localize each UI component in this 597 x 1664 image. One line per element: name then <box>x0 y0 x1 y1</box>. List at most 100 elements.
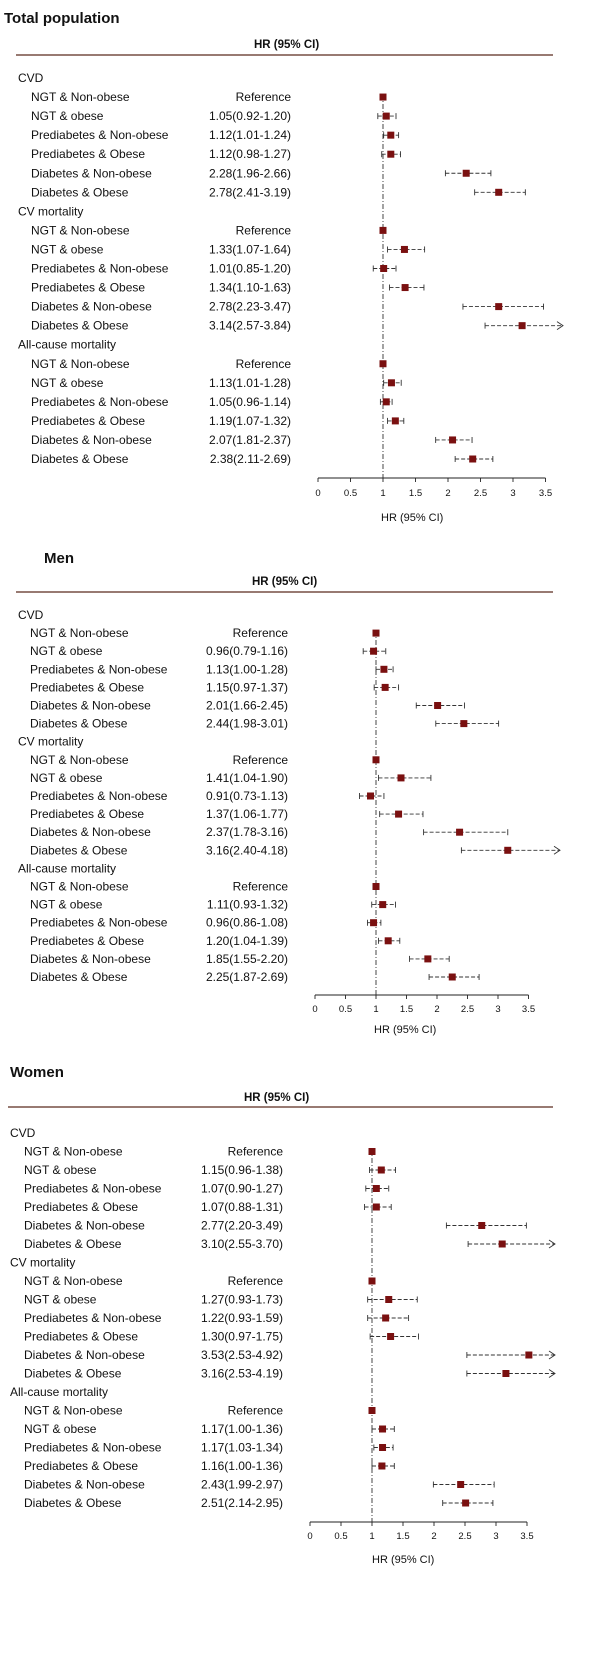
point-estimate-marker <box>380 265 388 272</box>
row-label: Prediabetes & Non-obese <box>31 395 169 409</box>
hr-value: 2.37(1.78-3.16) <box>206 825 288 839</box>
hr-value: Reference <box>228 1404 284 1418</box>
group-label: CV mortality <box>10 1256 75 1270</box>
row-label: NGT & obese <box>30 644 103 658</box>
point-estimate-marker <box>498 1240 506 1248</box>
point-estimate-marker <box>372 629 380 637</box>
point-estimate-marker <box>502 1370 510 1377</box>
panel-title: Total population <box>4 10 120 27</box>
hr-value: 1.15(0.97-1.37) <box>206 680 288 694</box>
point-estimate-marker <box>385 1296 393 1303</box>
point-estimate-marker <box>495 303 503 311</box>
panel-women: Women HR (95% CI) CVD NGT & Non-obese Refere… <box>8 1064 556 1566</box>
hr-value: 2.78(2.23-3.47) <box>209 300 291 314</box>
x-tick-label: 0.5 <box>344 488 357 499</box>
hr-value: Reference <box>236 90 292 104</box>
point-estimate-marker <box>462 169 470 177</box>
row-label: Diabetes & Non-obese <box>31 433 152 447</box>
row-label: Diabetes & Obese <box>31 319 129 333</box>
ci-arrow <box>548 1369 556 1378</box>
hr-value: 1.17(1.03-1.34) <box>201 1441 283 1455</box>
hr-value: 2.51(2.14-2.95) <box>201 1496 283 1510</box>
point-estimate-marker <box>379 1444 387 1451</box>
point-estimate-marker <box>381 683 389 691</box>
point-estimate-marker <box>387 150 395 158</box>
row-label: NGT & Non-obese <box>30 880 129 894</box>
row-label: NGT & Non-obese <box>24 1274 123 1288</box>
row-label: Prediabetes & Obese <box>31 147 145 161</box>
row-label: NGT & Non-obese <box>31 90 130 104</box>
group-label: CVD <box>18 608 44 622</box>
hr-value: Reference <box>228 1145 284 1159</box>
hr-value: 1.15(0.96-1.38) <box>201 1163 283 1177</box>
x-tick-label: 2.5 <box>461 1004 474 1015</box>
point-estimate-marker <box>400 245 408 253</box>
point-estimate-marker <box>457 1481 465 1488</box>
row-label: Prediabetes & Obese <box>30 807 144 821</box>
hr-value: Reference <box>233 880 289 894</box>
x-tick-label: 2 <box>434 1004 439 1015</box>
group-label: CV mortality <box>18 204 83 218</box>
row-label: NGT & Non-obese <box>30 626 129 640</box>
hr-value: Reference <box>233 753 289 767</box>
panel-men: Men HR (95% CI) CVD NGT & Non-obese Referenc… <box>16 550 561 1036</box>
row-label: Prediabetes & Non-obese <box>30 789 168 803</box>
point-estimate-marker <box>372 1203 380 1211</box>
hr-value: 1.41(1.04-1.90) <box>206 771 288 785</box>
row-label: Prediabetes & Obese <box>31 281 145 295</box>
row-label: Diabetes & Obese <box>30 970 128 984</box>
hr-value: Reference <box>228 1274 284 1288</box>
point-estimate-marker <box>372 1185 380 1192</box>
point-estimate-marker <box>401 284 409 292</box>
x-tick-label: 1.5 <box>396 1531 409 1542</box>
hr-value: 1.19(1.07-1.32) <box>209 414 291 428</box>
panel-title: Men <box>44 550 74 567</box>
hr-value: Reference <box>236 357 292 371</box>
hr-value: 2.01(1.66-2.45) <box>206 699 288 713</box>
x-tick-label: 0 <box>315 488 320 499</box>
ci-arrow <box>553 845 561 855</box>
x-tick-label: 2.5 <box>474 488 487 499</box>
hr-value: 1.17(1.00-1.36) <box>201 1422 283 1436</box>
row-label: Diabetes & Obese <box>24 1237 122 1251</box>
row-label: Diabetes & Non-obese <box>30 699 151 713</box>
point-estimate-marker <box>368 1407 376 1414</box>
point-estimate-marker <box>424 955 432 963</box>
point-estimate-marker <box>379 360 387 368</box>
x-tick-label: 1 <box>369 1531 374 1542</box>
group-label: CV mortality <box>18 735 83 749</box>
row-label: NGT & Non-obese <box>24 1145 123 1159</box>
row-label: Diabetes & Non-obese <box>30 825 151 839</box>
row-label: Diabetes & Obese <box>31 452 129 466</box>
hr-value: 1.13(1.01-1.28) <box>209 376 291 390</box>
row-label: Diabetes & Non-obese <box>24 1348 145 1362</box>
row-label: NGT & Non-obese <box>31 223 130 237</box>
point-estimate-marker <box>397 774 405 782</box>
point-estimate-marker <box>379 226 387 234</box>
row-label: Diabetes & Obese <box>31 185 129 199</box>
x-tick-label: 3.5 <box>520 1531 533 1542</box>
group-label: CVD <box>18 71 44 85</box>
hr-value: 3.10(2.55-3.70) <box>201 1237 283 1251</box>
x-tick-label: 1 <box>380 488 385 499</box>
point-estimate-marker <box>382 1314 390 1322</box>
x-tick-label: 3 <box>510 488 515 499</box>
group-label: CVD <box>10 1126 36 1140</box>
row-label: NGT & Non-obese <box>30 753 129 767</box>
panel-total-population: Total population HR (95% CI) CVD NGT & Non-… <box>4 10 564 524</box>
row-label: Prediabetes & Non-obese <box>30 662 168 676</box>
point-estimate-marker <box>448 973 456 981</box>
x-axis-label: HR (95% CI) <box>372 1554 434 1566</box>
row-label: Prediabetes & Obese <box>24 1459 138 1473</box>
x-tick-label: 2 <box>431 1531 436 1542</box>
row-label: Diabetes & Obese <box>24 1367 122 1381</box>
x-tick-label: 2 <box>445 488 450 499</box>
row-label: NGT & obese <box>30 898 103 912</box>
hr-value: 2.28(1.96-2.66) <box>209 166 291 180</box>
point-estimate-marker <box>387 131 395 139</box>
hr-value: 1.12(1.01-1.24) <box>209 128 291 142</box>
hr-value: 3.53(2.53-4.92) <box>201 1348 283 1362</box>
point-estimate-marker <box>378 1462 386 1470</box>
point-estimate-marker <box>379 93 387 101</box>
hr-value: 1.05(0.92-1.20) <box>209 109 291 123</box>
